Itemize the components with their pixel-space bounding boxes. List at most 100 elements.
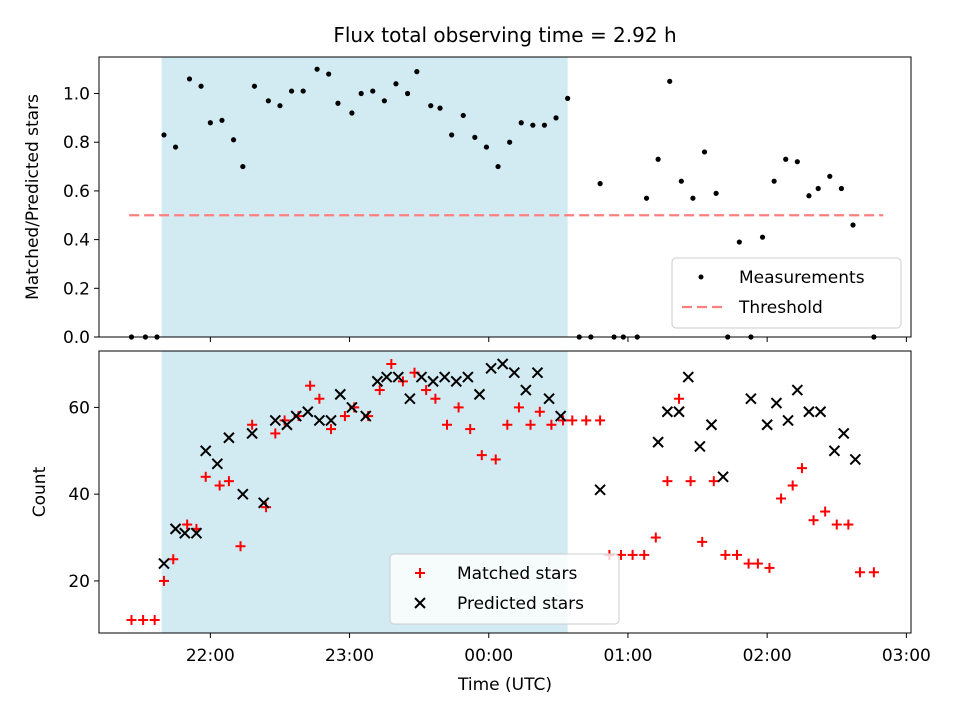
predicted-star-point <box>543 393 555 405</box>
matched-star-point <box>214 480 225 491</box>
measurement-point <box>404 90 411 97</box>
predicted-star-point <box>450 375 462 388</box>
matched-star-point <box>339 411 350 422</box>
matched-star-point <box>697 536 708 547</box>
matched-star-point <box>546 419 557 430</box>
matched-star-point <box>720 549 731 560</box>
predicted-points <box>158 358 862 570</box>
matched-star-point <box>314 393 325 404</box>
predicted-star-point <box>838 427 850 440</box>
measurement-point <box>495 163 501 170</box>
matched-star-point <box>787 480 798 491</box>
x-tick-label: 01:00 <box>603 646 652 666</box>
measurement-point <box>207 120 213 126</box>
measurement-point <box>314 66 320 72</box>
measurement-point <box>643 195 650 201</box>
matched-star-point <box>421 385 432 396</box>
predicted-star-point <box>770 397 783 409</box>
measurement-point <box>370 88 376 94</box>
measurement-point <box>655 156 661 162</box>
matched-star-point <box>868 567 879 578</box>
legend-threshold-label: Threshold <box>738 298 823 318</box>
matched-star-point <box>223 476 234 487</box>
predicted-star-point <box>190 527 203 539</box>
measurement-point <box>381 98 387 104</box>
predicted-star-point <box>179 527 191 539</box>
matched-star-point <box>374 385 385 396</box>
x-axis-label: Time (UTC) <box>457 675 552 695</box>
measurement-point <box>358 90 364 97</box>
measurement-point <box>827 173 833 179</box>
predicted-star-point <box>473 388 486 401</box>
predicted-star-point <box>849 453 862 466</box>
y-tick-label: 0.2 <box>63 279 90 299</box>
predicted-star-point <box>346 401 358 414</box>
y-tick-label: 0.4 <box>63 231 90 251</box>
x-tick-label: 22:00 <box>186 646 235 666</box>
measurement-point <box>806 193 812 199</box>
top-x-ticks <box>209 337 907 342</box>
predicted-star-point <box>828 445 841 457</box>
legend-plus-glyph <box>415 568 425 578</box>
measurement-point <box>428 103 434 109</box>
predicted-star-point <box>404 393 416 405</box>
top-legend: Measurements Threshold <box>671 257 902 329</box>
measurement-point <box>850 222 856 228</box>
matched-star-point <box>490 454 501 465</box>
bottom-axes-frame <box>98 350 912 634</box>
measurement-point <box>701 149 708 155</box>
matched-star-point <box>831 519 842 530</box>
predicted-star-point <box>211 458 224 470</box>
measurement-point <box>530 122 536 128</box>
matched-star-point <box>708 476 719 487</box>
y-tick-label: 40 <box>68 485 90 505</box>
predicted-star-point <box>673 406 685 418</box>
matched-star-point <box>465 424 476 435</box>
top-axes-frame <box>98 56 912 338</box>
x-tick-label: 03:00 <box>882 646 931 666</box>
measurement-point <box>288 88 295 94</box>
bottom-legend-box <box>389 553 620 625</box>
matched-star-point <box>662 476 673 487</box>
measurement-point <box>251 83 258 89</box>
measurement-point <box>349 110 355 116</box>
measurement-point <box>472 134 478 140</box>
predicted-star-point <box>705 419 718 431</box>
matched-star-point <box>326 424 336 435</box>
x-tick-label: 02:00 <box>743 646 792 666</box>
matched-star-point <box>513 402 524 413</box>
matched-star-point <box>650 532 661 543</box>
matched-star-point <box>639 549 650 560</box>
matched-star-point <box>386 359 397 370</box>
predicted-star-point <box>371 375 384 388</box>
matched-star-point <box>430 393 441 404</box>
legend-measurements-marker <box>698 274 704 280</box>
legend-predicted-marker <box>414 597 426 609</box>
predicted-star-point <box>302 406 314 418</box>
matched-star-point <box>200 471 211 482</box>
top-legend-box <box>671 257 902 329</box>
predicted-star-point <box>169 523 182 535</box>
measurement-point <box>736 239 742 245</box>
bottom-x-ticks: 22:00 23:00 00:00 01:00 02:00 03:00 <box>186 633 931 666</box>
y-tick-label: 0.8 <box>63 133 90 153</box>
matched-star-point <box>843 519 854 530</box>
measurement-point <box>597 181 603 187</box>
measurement-point <box>449 132 455 138</box>
predicted-star-point <box>717 471 729 483</box>
measurement-point <box>783 156 789 162</box>
top-y-ticks: 0.0 0.2 0.4 0.6 0.8 1.0 <box>63 85 99 348</box>
measurement-point <box>518 120 524 126</box>
predicted-star-point <box>694 440 706 453</box>
chart-title: Flux total observing time = 2.92 h <box>333 23 676 47</box>
predicted-star-point <box>258 497 270 509</box>
measurement-point <box>265 98 271 104</box>
matched-star-point <box>808 515 819 526</box>
top-panel: 0.0 0.2 0.4 0.6 0.8 1.0 Flux total observing … <box>23 23 912 348</box>
predicted-star-point <box>508 366 520 379</box>
predicted-star-point <box>415 371 428 383</box>
legend-measurements-label: Measurements <box>739 268 865 288</box>
predicted-star-point <box>200 445 212 457</box>
matched-star-point <box>525 419 536 430</box>
predicted-star-point <box>682 371 694 383</box>
